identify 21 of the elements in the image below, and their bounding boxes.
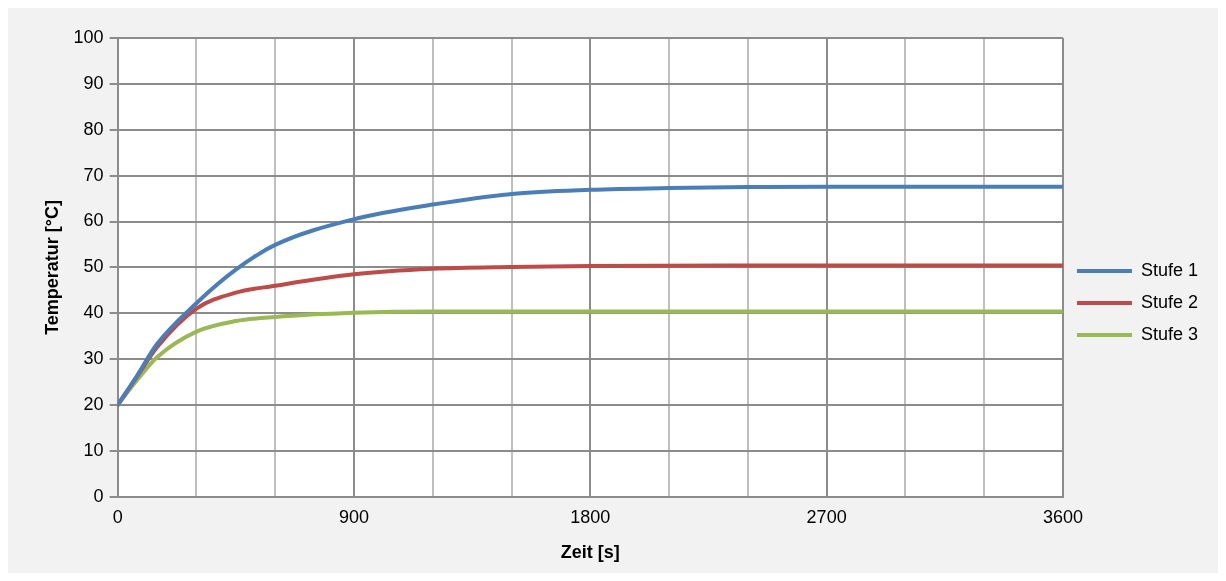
y-tick-label: 90 [83, 72, 104, 93]
x-tick-label: 0 [112, 506, 123, 527]
y-tick-label: 100 [73, 26, 104, 47]
x-tick-label: 3600 [1042, 506, 1083, 527]
y-tick-label: 0 [93, 485, 104, 506]
legend-label: Stufe 2 [1140, 291, 1199, 312]
y-tick-label: 10 [83, 439, 104, 460]
y-axis-title: Temperatur [°C] [41, 199, 62, 335]
x-tick-label: 900 [338, 506, 369, 527]
y-tick-label: 50 [83, 256, 104, 277]
y-tick-label: 80 [83, 118, 104, 139]
y-tick-label: 20 [83, 394, 104, 415]
legend-label: Stufe 3 [1140, 323, 1199, 344]
y-tick-label: 40 [83, 302, 104, 323]
x-tick-label: 2700 [806, 506, 847, 527]
x-tick-label: 1800 [570, 506, 611, 527]
legend-label: Stufe 1 [1140, 259, 1199, 280]
y-tick-label: 60 [83, 210, 104, 231]
y-tick-label: 70 [83, 164, 104, 185]
x-axis-title: Zeit [s] [560, 542, 620, 563]
y-tick-label: 30 [83, 348, 104, 369]
